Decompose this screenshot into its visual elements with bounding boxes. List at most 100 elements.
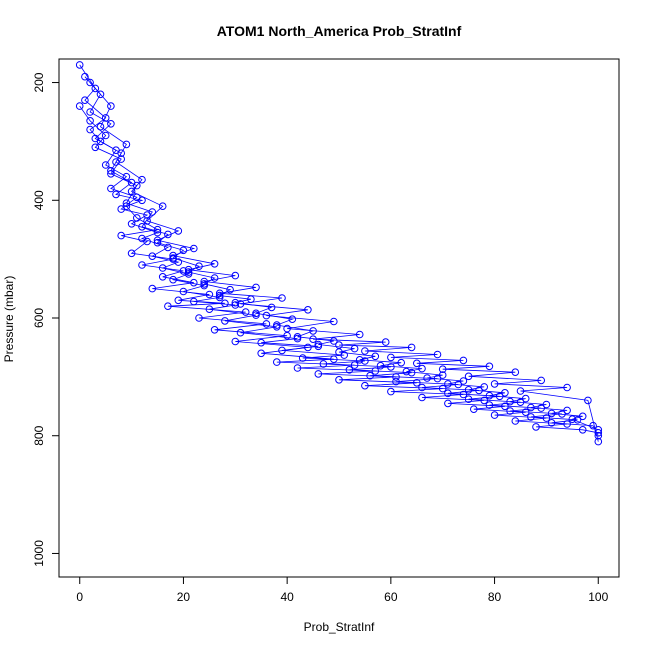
data-point	[257, 349, 266, 358]
data-point	[252, 283, 260, 292]
data-point	[319, 360, 328, 368]
data-point	[107, 102, 115, 110]
data-point	[361, 381, 369, 390]
y-axis-label: Pressure (mbar)	[2, 276, 16, 363]
data-point	[584, 396, 592, 405]
data-point	[169, 254, 177, 262]
data-point	[304, 306, 312, 314]
data-point	[413, 359, 421, 368]
data-point	[262, 320, 271, 328]
data-point	[278, 294, 286, 302]
data-point	[122, 172, 131, 181]
data-point	[381, 338, 390, 346]
data-point	[485, 401, 494, 409]
data-point	[563, 406, 571, 415]
data-point	[91, 134, 100, 143]
data-point	[96, 90, 105, 99]
data-point	[283, 331, 291, 340]
data-point	[179, 287, 188, 296]
series-3	[75, 102, 603, 434]
data-point	[537, 376, 546, 385]
data-point	[122, 140, 131, 149]
data-point	[174, 258, 183, 266]
data-point	[91, 143, 100, 152]
data-point	[314, 340, 323, 349]
data-point	[231, 298, 240, 307]
data-point	[459, 356, 468, 365]
data-point	[361, 347, 369, 355]
data-point	[527, 413, 535, 421]
data-point	[158, 202, 167, 210]
plot-frame	[58, 58, 620, 578]
data-point	[190, 297, 198, 306]
series-line	[79, 64, 599, 434]
data-point	[107, 170, 115, 178]
data-point	[184, 265, 193, 274]
data-point	[164, 243, 172, 252]
data-point	[101, 131, 110, 140]
data-point	[283, 324, 291, 333]
data-point	[501, 389, 509, 397]
data-point	[143, 217, 151, 225]
data-point	[215, 291, 224, 300]
data-point	[516, 387, 525, 395]
data-point	[273, 358, 281, 366]
data-point	[464, 372, 473, 381]
data-point	[112, 146, 120, 154]
data-point	[418, 383, 426, 392]
data-point	[335, 376, 343, 384]
data-point	[298, 354, 307, 362]
data-point	[376, 361, 385, 370]
data-point	[506, 397, 514, 406]
data-point	[133, 181, 141, 190]
data-point	[236, 328, 245, 337]
data-point	[257, 338, 266, 347]
data-point	[241, 308, 250, 316]
series-line	[89, 82, 599, 442]
data-point	[231, 337, 240, 346]
x-tick-label: 20	[177, 590, 191, 604]
data-point	[200, 277, 208, 286]
data-point	[511, 368, 520, 377]
data-point	[169, 251, 177, 260]
data-point	[335, 341, 343, 349]
y-tick-label: 600	[32, 308, 46, 328]
data-point	[521, 394, 530, 403]
data-point	[293, 333, 302, 341]
data-point	[117, 231, 125, 240]
series-line	[79, 105, 599, 431]
data-point	[200, 280, 208, 288]
data-point	[480, 383, 489, 391]
data-point	[164, 302, 172, 311]
data-point	[205, 290, 214, 299]
data-point	[205, 305, 214, 314]
data-point	[127, 249, 136, 258]
data-point	[221, 317, 229, 325]
data-point	[314, 370, 323, 378]
data-point	[387, 387, 395, 396]
series-line	[84, 76, 599, 436]
x-tick-label: 80	[488, 590, 502, 604]
data-point	[464, 386, 473, 394]
data-point	[148, 252, 157, 261]
x-tick-label: 0	[76, 590, 83, 604]
data-point	[578, 426, 587, 434]
data-point	[418, 364, 426, 373]
data-point	[366, 371, 374, 380]
data-point	[262, 311, 271, 320]
x-axis: 0 20 40 60 80 100	[76, 576, 609, 604]
series-4	[86, 78, 603, 446]
data-point	[117, 205, 125, 213]
data-point	[438, 365, 447, 374]
data-point	[470, 405, 478, 414]
data-point	[86, 108, 94, 116]
data-point	[397, 358, 406, 367]
data-point	[288, 315, 297, 324]
data-point	[361, 357, 369, 365]
data-point	[485, 362, 494, 371]
data-point	[210, 274, 219, 282]
data-point	[387, 353, 395, 362]
data-point	[236, 300, 245, 308]
data-point	[542, 400, 551, 409]
